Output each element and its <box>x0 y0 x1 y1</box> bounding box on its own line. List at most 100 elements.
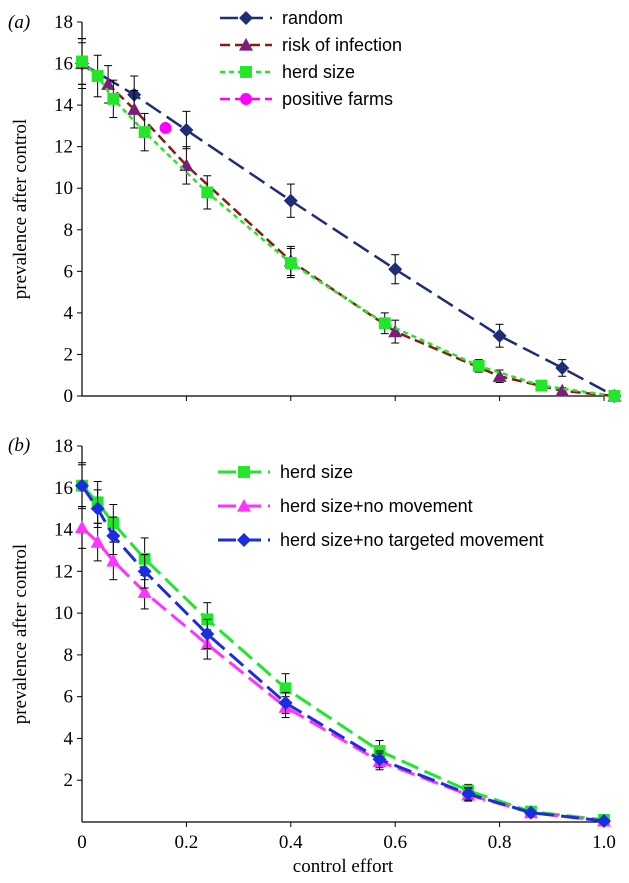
y-tick-label: 18 <box>54 12 73 33</box>
legend-label: herd size <box>280 462 353 482</box>
legend-swatch-marker <box>240 93 252 105</box>
x-tick-label: 0.6 <box>383 832 407 853</box>
chart-panel-b: 2 4 6 8 10 12 14 16 18 0 0.2 0.4 0.6 0.8 1.0 prevalence… <box>8 435 616 877</box>
legend-label: herd size+no movement <box>280 496 473 516</box>
y-tick-label: 2 <box>64 344 74 365</box>
data-point <box>523 805 538 820</box>
y-axis-title: prevalence after control <box>10 119 31 299</box>
legend-swatch-marker <box>240 66 252 78</box>
legend-label: herd size+no targeted movement <box>280 530 544 550</box>
data-point <box>75 520 89 534</box>
data-point <box>90 501 105 516</box>
x-tick-label: 0.4 <box>279 832 303 853</box>
data-point <box>461 786 476 801</box>
data-point <box>201 186 214 199</box>
x-tick-label: 0.8 <box>488 832 512 853</box>
legend-label: positive farms <box>282 89 393 109</box>
data-point <box>159 122 172 134</box>
data-point <box>137 585 152 598</box>
y-tick-label: 2 <box>64 770 74 791</box>
legend-item: random <box>220 8 343 28</box>
series-line <box>80 526 605 823</box>
y-tick-label: 8 <box>64 645 74 666</box>
y-axis-title: prevalence after control <box>10 544 31 724</box>
legend-swatch-marker <box>238 466 250 478</box>
series-line <box>81 62 615 398</box>
y-tick-label: 6 <box>64 261 74 282</box>
series-herd-size-no-movement <box>75 506 611 827</box>
data-point <box>597 813 611 828</box>
data-point <box>555 360 570 375</box>
series-line <box>80 484 605 823</box>
legend-item: herd size+no targeted movement <box>218 530 544 550</box>
x-tick-label: 1.0 <box>592 832 616 853</box>
y-tick-label: 14 <box>54 95 74 116</box>
legend-swatch-marker <box>239 38 253 51</box>
data-point <box>179 123 194 138</box>
data-point <box>106 553 121 567</box>
y-tick-label: 10 <box>54 603 73 624</box>
y-tick-label: 4 <box>64 728 74 749</box>
data-point <box>388 262 403 277</box>
series-herd-size <box>76 38 621 402</box>
y-tick-label: 0 <box>64 386 74 407</box>
legend-swatch-marker <box>239 11 253 25</box>
data-point <box>138 126 151 139</box>
series-line <box>81 62 616 398</box>
legend-swatch-marker <box>237 499 251 512</box>
y-tick-label: 16 <box>54 54 73 75</box>
data-point <box>90 535 105 548</box>
legend-item: herd size+no movement <box>218 496 473 516</box>
x-tick-label: 0.2 <box>175 832 199 853</box>
data-point <box>492 369 507 382</box>
data-point <box>283 193 298 208</box>
series-line <box>81 60 615 398</box>
data-point <box>472 359 485 372</box>
data-point <box>284 257 297 269</box>
data-point <box>279 682 292 695</box>
legend-label: random <box>282 8 343 28</box>
legend-label: risk of infection <box>282 35 402 55</box>
legend-label: herd size <box>282 62 355 82</box>
y-tick-label: 12 <box>54 137 73 158</box>
legend-swatch-marker <box>237 533 251 547</box>
chart-panel-a: 0 2 4 6 8 10 12 14 16 18 prevalence after control (… <box>8 8 622 407</box>
series-herd-size <box>76 462 610 826</box>
legend-item: herd size <box>218 462 353 482</box>
data-point <box>75 478 89 493</box>
data-point <box>388 324 403 338</box>
x-axis-title: control effort <box>293 856 394 877</box>
data-point <box>378 317 391 330</box>
y-tick-label: 4 <box>64 303 74 324</box>
data-point <box>76 55 88 68</box>
data-point <box>492 328 507 343</box>
data-point <box>107 92 120 105</box>
y-tick-label: 14 <box>54 520 74 541</box>
series-herd-size-no-targeted-movement <box>75 464 611 828</box>
data-point <box>608 390 621 402</box>
data-point <box>91 70 104 82</box>
data-point <box>200 627 215 641</box>
data-point <box>372 752 387 767</box>
legend-item: positive farms <box>220 89 393 109</box>
data-point <box>555 383 570 397</box>
data-point <box>127 102 142 115</box>
y-tick-label: 16 <box>54 478 73 499</box>
data-point <box>535 379 548 392</box>
legend-item: risk of infection <box>220 35 402 55</box>
panel-label: (a) <box>8 12 30 33</box>
y-tick-label: 18 <box>54 436 73 457</box>
series-line <box>80 484 605 822</box>
panel-label: (b) <box>8 435 30 456</box>
data-point <box>278 695 293 710</box>
x-tick-label: 0 <box>77 832 87 853</box>
legend-item: herd size <box>220 62 355 82</box>
y-tick-label: 6 <box>64 687 74 708</box>
y-tick-label: 10 <box>54 178 73 199</box>
y-tick-label: 12 <box>54 561 73 582</box>
data-point <box>106 528 121 543</box>
data-point <box>137 564 152 579</box>
series-positive-farms <box>159 122 172 134</box>
y-tick-label: 8 <box>64 220 74 241</box>
